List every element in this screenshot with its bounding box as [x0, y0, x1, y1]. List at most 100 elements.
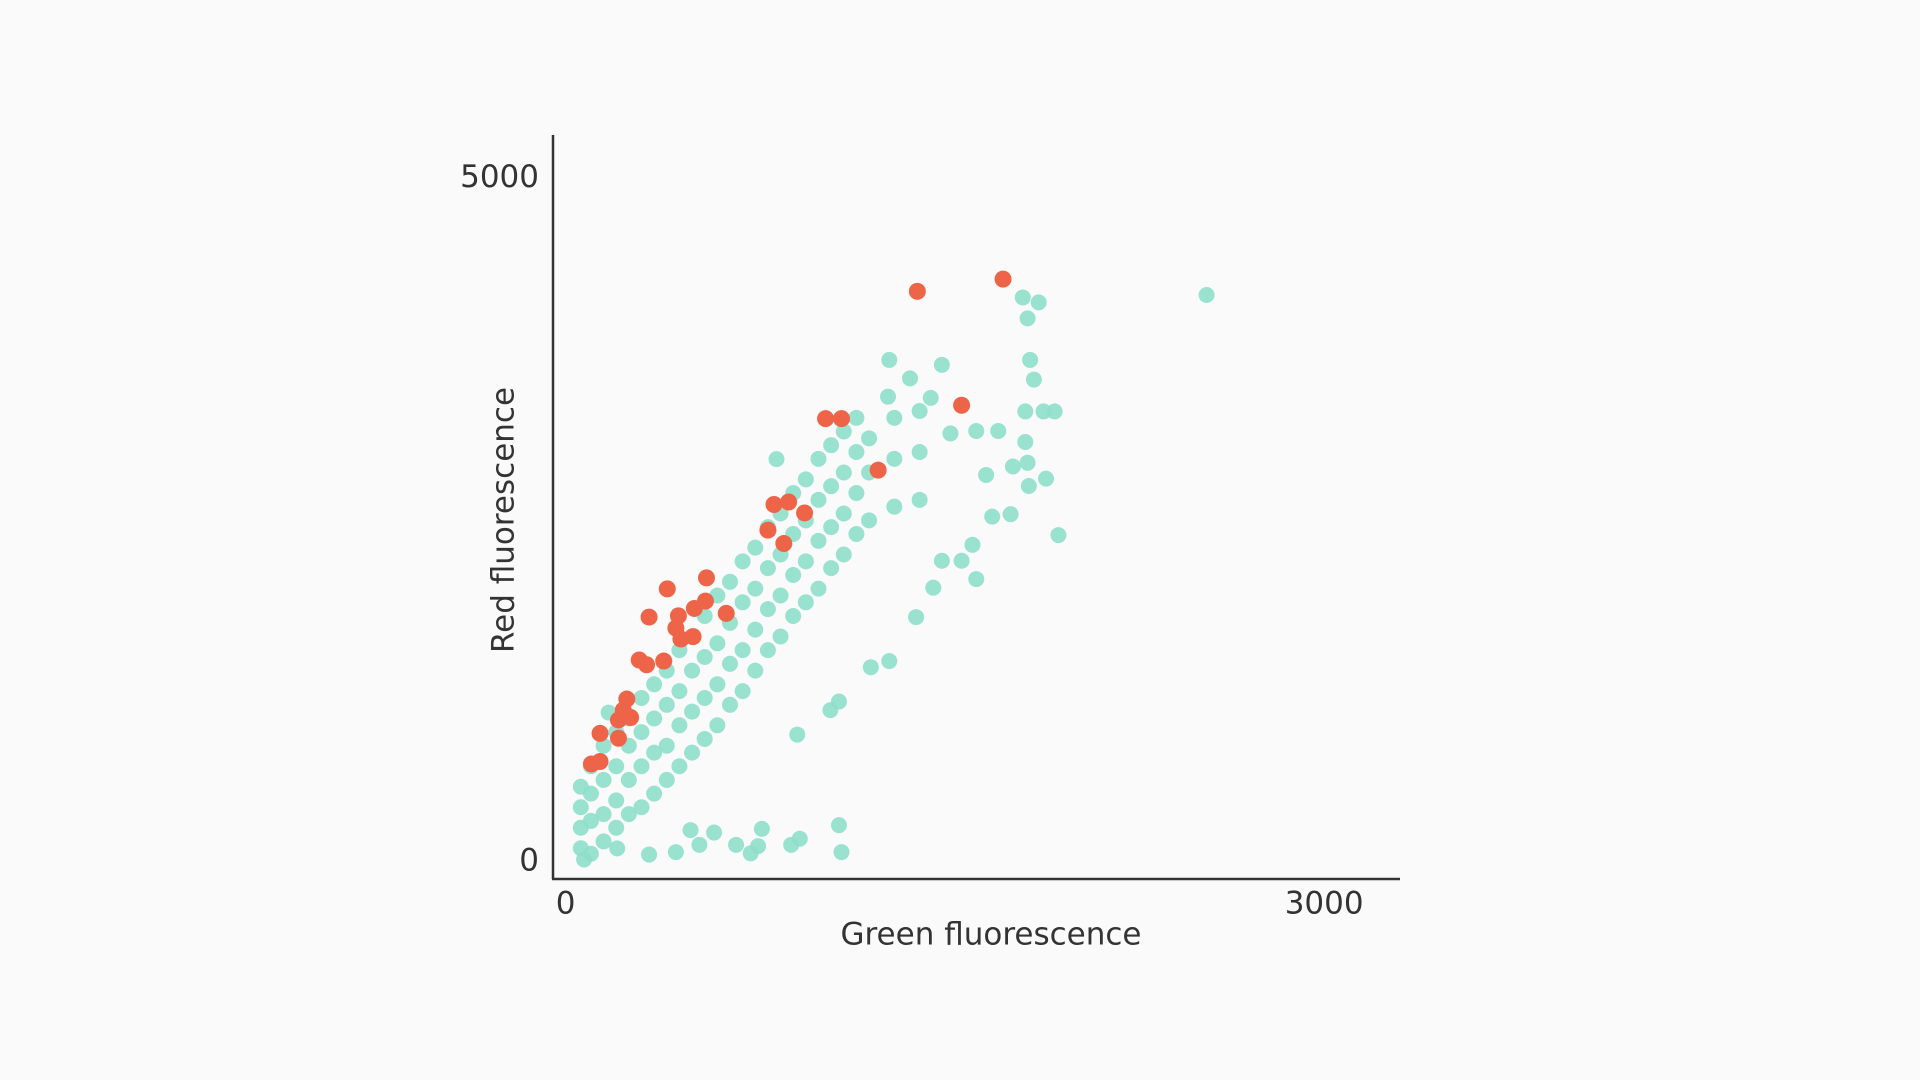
point	[572, 799, 589, 816]
point	[641, 846, 658, 863]
y-axis-label: Red fluorescence	[486, 387, 522, 653]
point	[728, 836, 745, 853]
point	[835, 505, 852, 522]
point	[671, 717, 688, 734]
point	[833, 844, 850, 861]
point	[671, 758, 688, 775]
point	[848, 409, 865, 426]
point	[655, 652, 673, 670]
point	[797, 594, 814, 611]
point	[817, 410, 835, 428]
point	[684, 662, 701, 679]
point	[595, 771, 612, 788]
point	[697, 569, 715, 587]
point	[696, 730, 713, 747]
point	[835, 464, 852, 481]
x-tick-label: 3000	[1285, 886, 1364, 922]
point	[810, 491, 827, 508]
point	[978, 466, 995, 483]
point	[783, 836, 800, 853]
point	[861, 512, 878, 529]
point	[608, 758, 625, 775]
point	[908, 609, 925, 626]
point	[633, 724, 650, 741]
point	[709, 676, 726, 693]
point	[886, 450, 903, 467]
point	[658, 771, 675, 788]
point	[582, 812, 599, 829]
point	[772, 628, 789, 645]
point	[646, 744, 663, 761]
point	[832, 410, 850, 428]
point	[984, 508, 1001, 525]
point	[682, 822, 699, 839]
point	[785, 607, 802, 624]
point	[608, 819, 625, 836]
point	[759, 642, 776, 659]
point	[717, 604, 735, 622]
point	[747, 539, 764, 556]
x-axis-label: Green fluorescence	[840, 917, 1141, 953]
point	[911, 444, 928, 461]
point	[734, 683, 751, 700]
point	[709, 635, 726, 652]
point	[591, 752, 609, 770]
point	[721, 573, 738, 590]
point	[742, 845, 759, 862]
point	[830, 817, 847, 834]
point	[810, 450, 827, 467]
point	[684, 744, 701, 761]
point	[953, 552, 970, 569]
point	[646, 785, 663, 802]
point	[576, 851, 593, 868]
point	[835, 423, 852, 440]
point	[933, 552, 950, 569]
point	[691, 836, 708, 853]
point	[646, 710, 663, 727]
point	[696, 689, 713, 706]
y-tick-label: 5000	[460, 159, 539, 195]
point	[922, 389, 939, 406]
point	[620, 771, 637, 788]
point	[1050, 527, 1067, 544]
point	[591, 724, 609, 742]
point	[797, 471, 814, 488]
point	[1030, 294, 1047, 311]
point	[633, 758, 650, 775]
point	[753, 820, 770, 837]
point	[823, 437, 840, 454]
point	[1020, 478, 1037, 495]
point	[734, 642, 751, 659]
point	[848, 525, 865, 542]
point	[1014, 289, 1031, 306]
point	[620, 806, 637, 823]
point	[880, 388, 897, 405]
point	[775, 535, 793, 553]
point	[823, 560, 840, 577]
point	[810, 580, 827, 597]
point	[747, 580, 764, 597]
x-tick-label: 0	[556, 886, 576, 922]
point	[953, 396, 971, 414]
point	[911, 403, 928, 420]
point	[759, 521, 777, 539]
point	[911, 491, 928, 508]
point	[848, 484, 865, 501]
point	[696, 648, 713, 665]
point	[684, 703, 701, 720]
point	[638, 656, 656, 674]
point	[672, 630, 690, 648]
point	[595, 806, 612, 823]
point	[848, 444, 865, 461]
point	[759, 560, 776, 577]
point	[734, 594, 751, 611]
point	[658, 737, 675, 754]
point	[1019, 454, 1036, 471]
point	[633, 799, 650, 816]
point	[658, 580, 676, 598]
point	[609, 840, 626, 857]
point	[768, 451, 785, 468]
point	[785, 566, 802, 583]
